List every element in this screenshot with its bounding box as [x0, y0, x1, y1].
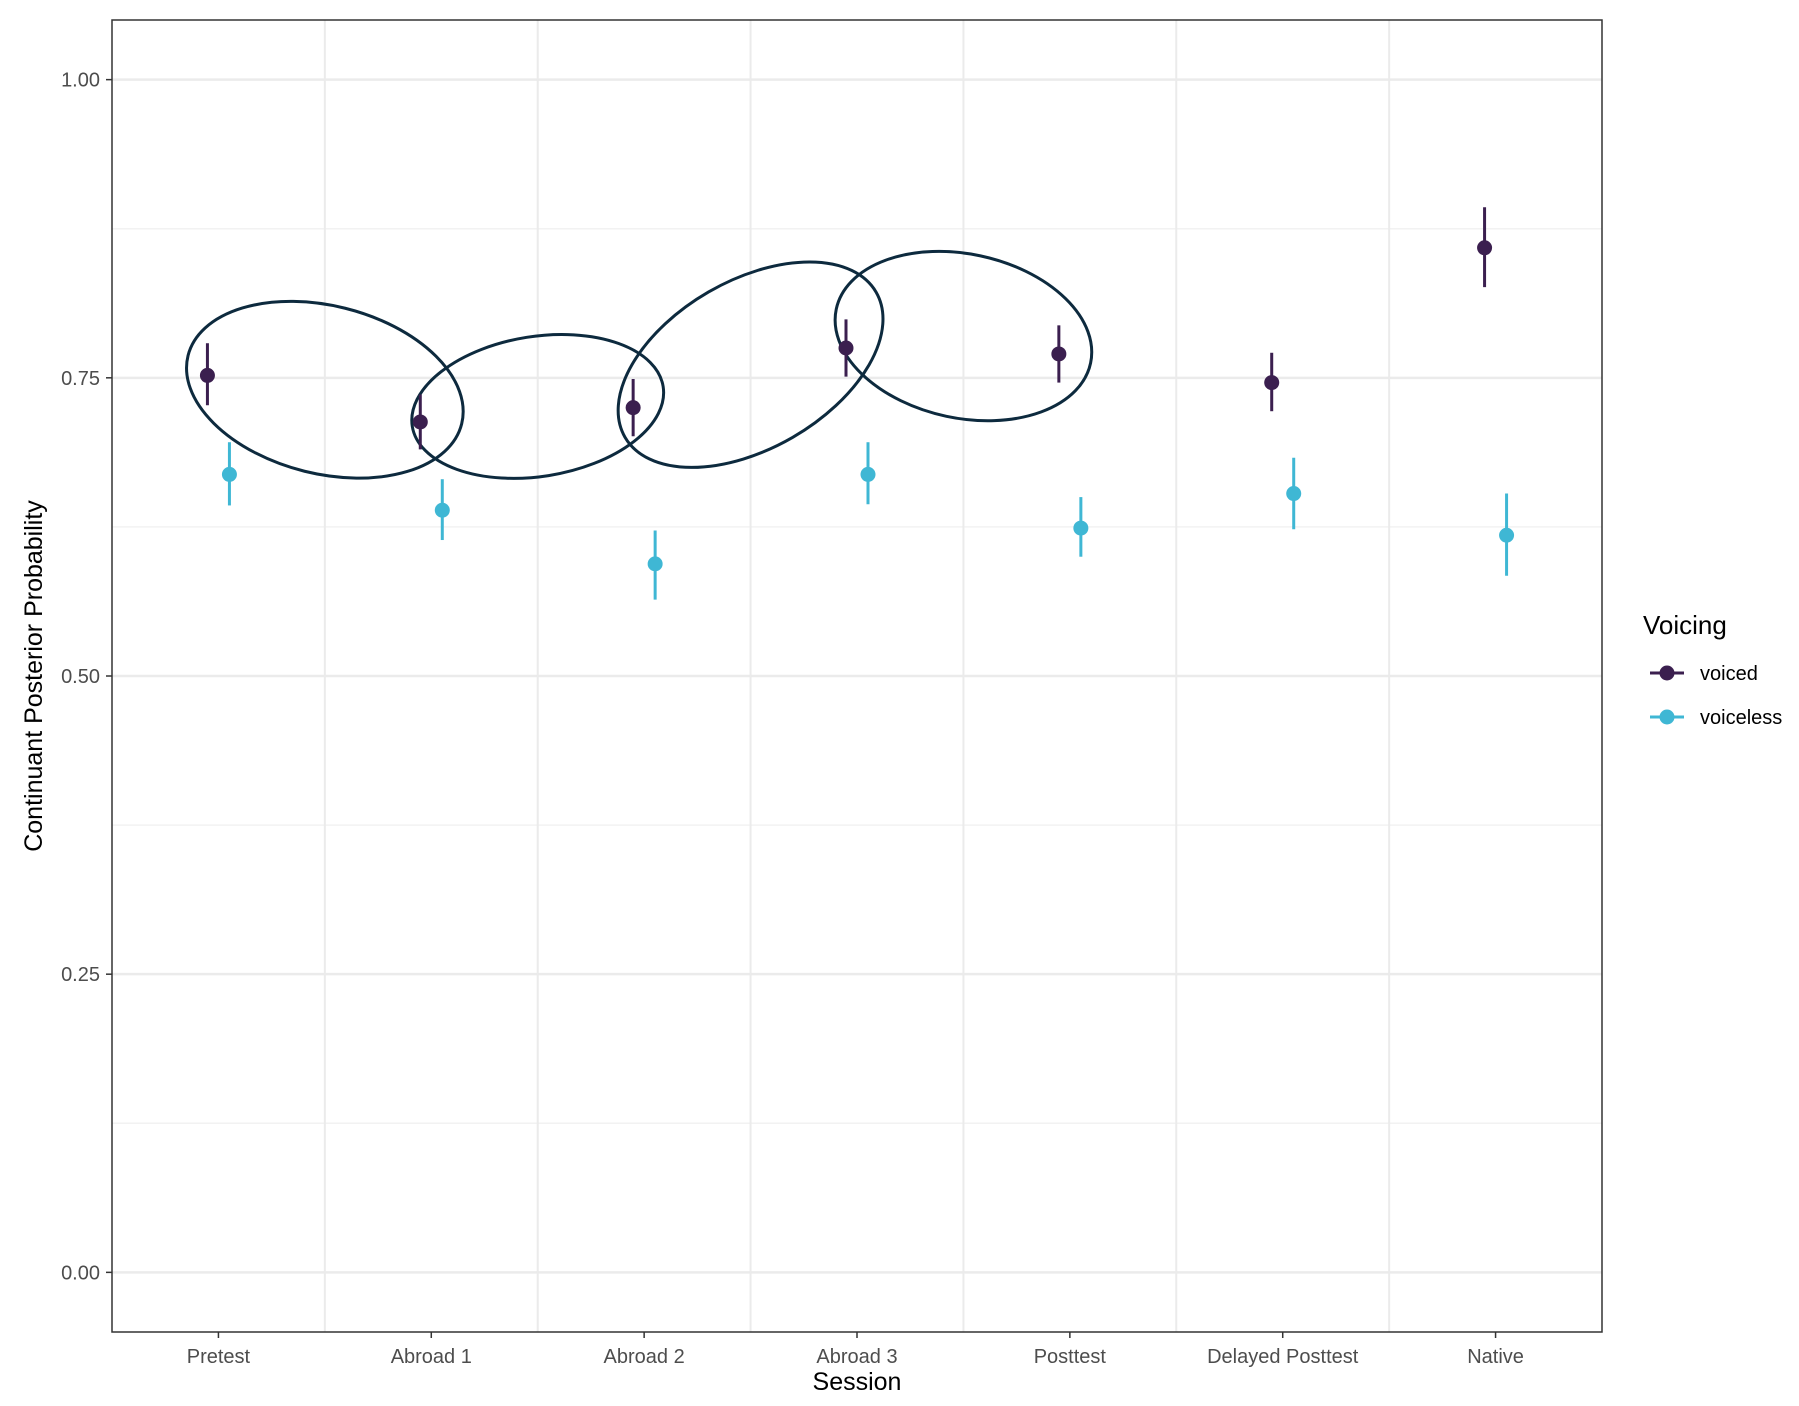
x-tick-label: Abroad 2 — [604, 1346, 685, 1368]
point-voiceless — [1286, 486, 1302, 502]
legend-label-voiced: voiced — [1700, 663, 1758, 685]
x-tick-label: Native — [1467, 1346, 1524, 1368]
legend: Voicing voiced voiceless — [1643, 610, 1782, 729]
point-voiced — [625, 400, 641, 416]
x-tick-label: Delayed Posttest — [1207, 1346, 1359, 1368]
legend-key-point-voiceless — [1659, 709, 1675, 725]
annotation-ellipse — [410, 333, 666, 480]
y-tick-label: 1.00 — [61, 70, 100, 92]
legend-label-voiceless: voiceless — [1700, 707, 1782, 729]
point-voiceless — [1073, 520, 1089, 536]
x-axis-ticks: Pretest Abroad 1 Abroad 2 Abroad 3 Posttest D… — [187, 1332, 1524, 1368]
y-tick-label: 0.25 — [61, 964, 100, 986]
point-voiceless — [434, 502, 450, 518]
x-axis-title: Session — [813, 1368, 902, 1396]
x-tick-label: Posttest — [1034, 1346, 1107, 1368]
legend-title: Voicing — [1643, 610, 1727, 640]
annotation-ellipse — [833, 249, 1094, 423]
mark-layer — [199, 207, 1515, 600]
y-tick-label: 0.50 — [61, 666, 100, 688]
point-voiceless — [647, 556, 663, 572]
point-voiceless — [221, 466, 237, 482]
panel-border — [111, 19, 1603, 1333]
x-tick-label: Pretest — [187, 1346, 251, 1368]
grid-layer — [112, 20, 1602, 1332]
point-voiced — [412, 414, 428, 430]
point-voiced — [838, 340, 854, 356]
y-tick-label: 0.75 — [61, 368, 100, 390]
y-axis-ticks: 0.00 0.25 0.50 0.75 1.00 — [61, 70, 112, 1284]
annotation-ellipse — [616, 260, 885, 469]
legend-key-point-voiced — [1659, 665, 1675, 681]
y-axis-title: Continuant Posterior Probability — [20, 500, 48, 852]
point-voiced — [199, 367, 215, 383]
annotation-ellipse — [185, 299, 465, 480]
point-voiceless — [860, 466, 876, 482]
x-tick-label: Abroad 3 — [816, 1346, 897, 1368]
point-voiced — [1477, 240, 1493, 256]
point-voiced — [1264, 375, 1280, 391]
legend-items: voiced voiceless — [1650, 663, 1782, 729]
point-voiceless — [1499, 527, 1515, 543]
annotation-layer — [185, 249, 1094, 480]
point-voiced — [1051, 346, 1067, 362]
y-tick-label: 0.00 — [61, 1262, 100, 1284]
x-tick-label: Abroad 1 — [391, 1346, 472, 1368]
